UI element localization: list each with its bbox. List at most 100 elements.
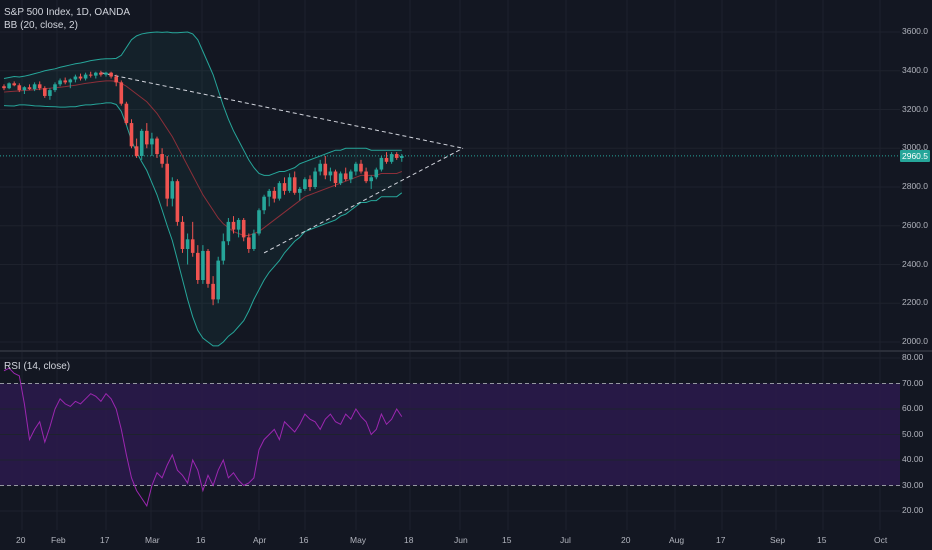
price-pane[interactable]: S&P 500 Index, 1D, OANDA BB (20, close, … (0, 0, 900, 350)
candle-body (104, 72, 108, 75)
time-tick-label: Jul (560, 535, 571, 545)
candle-body (180, 221, 185, 249)
time-tick-label: Feb (51, 535, 66, 545)
candle-body (354, 163, 358, 172)
price-tick-label: 2800.0 (902, 181, 928, 191)
candle-body (313, 171, 317, 187)
candle-body (303, 179, 307, 189)
candle-body (73, 76, 78, 80)
candle-body (247, 237, 251, 249)
candle-body (206, 250, 210, 284)
rsi-tick-label: 20.00 (902, 505, 924, 515)
time-tick-label: 17 (716, 535, 726, 545)
rsi-line (3, 367, 403, 508)
candle-body (389, 154, 394, 162)
price-tick-label: 3400.0 (902, 64, 928, 75)
candle-body (53, 84, 57, 91)
price-tick-label: 3000.0 (902, 142, 928, 153)
price-tick-label: 3600.0 (902, 26, 928, 36)
candle-body (272, 190, 277, 199)
candle-body (328, 171, 333, 176)
time-tick-label: Aug (669, 535, 685, 545)
time-axis[interactable]: 20 Feb 17 Mar 16 Apr 16 May 18 Jun 15 Jul 20 Aug 17 Sep… (0, 530, 900, 550)
candle-body (379, 157, 384, 170)
candle-body (323, 163, 328, 176)
time-tick-label: 15 (502, 535, 512, 545)
rsi-tick-label: 40.00 (902, 454, 924, 464)
candle-body (236, 219, 241, 230)
candle-body (292, 177, 297, 193)
candle-body (252, 233, 256, 249)
candle-body (78, 76, 83, 79)
candle-body (27, 87, 32, 90)
rsi-tick-label: 80.00 (902, 352, 924, 362)
candle-body (94, 72, 98, 76)
time-tick-label: 16 (299, 535, 309, 545)
candle-body (165, 163, 169, 199)
candle-body (68, 79, 73, 83)
candle-body (7, 83, 11, 89)
rsi-pane[interactable]: RSI (14, close) (0, 352, 900, 530)
candle-body (32, 84, 37, 90)
candle-body (48, 90, 52, 96)
candle-body (58, 80, 62, 85)
candle-body (267, 190, 271, 197)
bb-lower-line (3, 102, 403, 347)
candle-body (374, 169, 379, 178)
trendline-0 (100, 72, 464, 149)
time-tick-label: 16 (196, 535, 206, 545)
candle-body (43, 88, 47, 96)
candle-body (99, 72, 103, 75)
rsi-tick-label: 50.00 (902, 428, 924, 439)
candle-body (384, 157, 389, 162)
candle-body (257, 210, 261, 234)
price-tick-label: 2400.0 (902, 258, 928, 269)
price-tick-label: 3200.0 (902, 103, 928, 114)
candle-body (241, 219, 246, 238)
candle-body (349, 171, 353, 180)
rsi-indicator-label: RSI (14, close) (4, 361, 71, 372)
candle-body (83, 74, 88, 79)
time-tick-label: 15 (817, 535, 827, 545)
bb-fill (4, 32, 402, 346)
rsi-tick-label: 70.00 (902, 377, 924, 388)
candle-body (134, 146, 139, 156)
price-axis[interactable]: 3600.0 3400.0 3200.0 3000.0 2800.0 2600.0 2400… (900, 0, 932, 530)
price-tick-label: 2600.0 (902, 219, 928, 230)
candle-body (282, 183, 287, 191)
time-tick-label: Jun (454, 535, 468, 545)
candle-body (262, 196, 266, 211)
candle-body (221, 241, 226, 261)
time-tick-label: Sep (770, 535, 786, 545)
candle-body (119, 82, 124, 104)
candle-body (231, 221, 236, 230)
candle-body (216, 260, 220, 300)
price-chart-svg[interactable] (0, 0, 900, 350)
candle-body (201, 250, 205, 280)
candle-body (343, 173, 348, 180)
trendline-1 (263, 147, 464, 254)
candle-body (37, 84, 42, 89)
candle-body (364, 171, 368, 182)
candle-body (129, 123, 134, 147)
chart-legend: S&P 500 Index, 1D, OANDA BB (20, close, … (4, 6, 130, 32)
time-tick-label: 18 (404, 535, 414, 545)
time-tick-label: 20 (621, 535, 631, 545)
candle-body (22, 87, 27, 91)
candle-body (318, 163, 322, 172)
time-tick-label: Apr (253, 535, 267, 545)
last-price-tag: 2960.5 (900, 149, 930, 162)
candle-body (160, 154, 164, 164)
rsi-chart-svg[interactable] (0, 352, 900, 530)
candle-body (196, 252, 200, 280)
candle-body (308, 179, 312, 187)
candle-body (175, 181, 180, 222)
rsi-tick-label: 30.00 (902, 479, 924, 490)
candle-body (359, 163, 363, 172)
candle-body (109, 72, 113, 77)
candle-body (124, 103, 129, 124)
bb-upper-line (3, 31, 402, 176)
candle-body (211, 283, 215, 300)
pane-divider[interactable] (0, 350, 932, 352)
candle-body (155, 138, 159, 155)
